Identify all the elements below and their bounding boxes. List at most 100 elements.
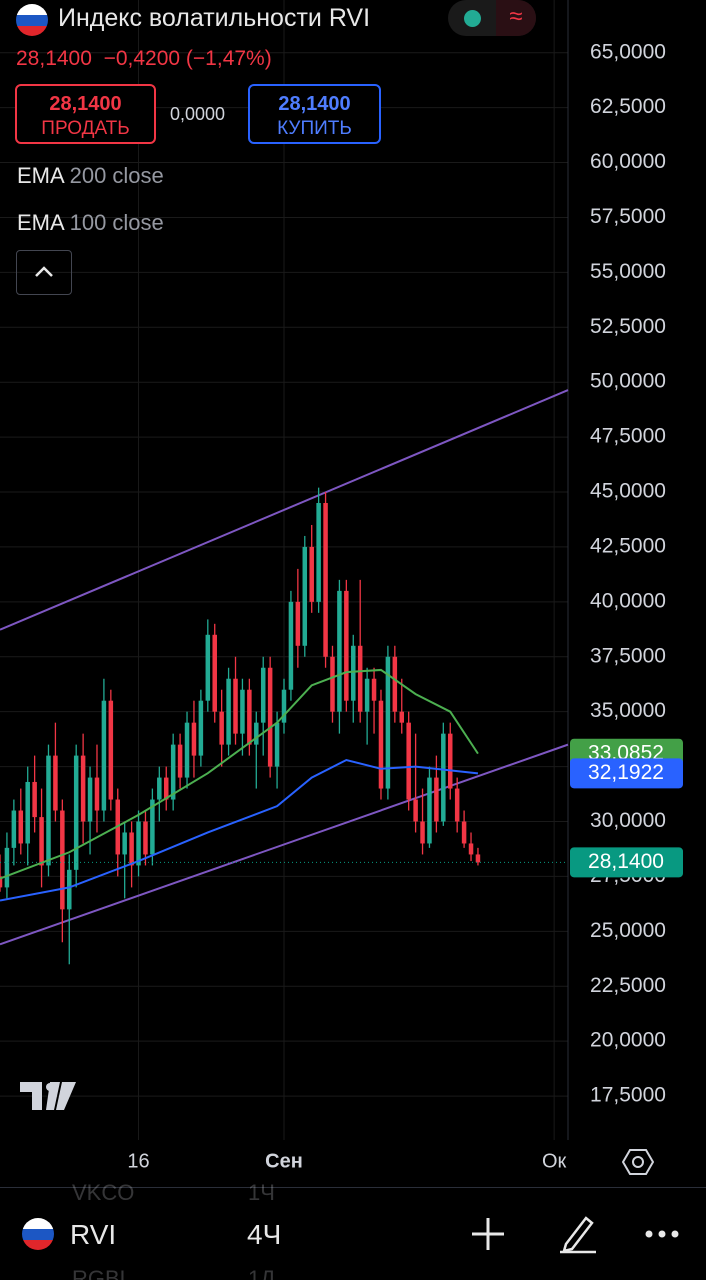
background-interval: 1Д — [248, 1266, 276, 1280]
candle-body — [254, 722, 259, 745]
status-toggle[interactable]: ≈ — [448, 0, 536, 36]
sell-button[interactable]: 28,1400 ПРОДАТЬ — [15, 84, 156, 144]
candle-body — [267, 667, 273, 767]
draw-icon[interactable] — [558, 1212, 598, 1256]
candle-body — [73, 755, 79, 870]
chevron-icon — [35, 266, 53, 277]
candle-body — [274, 722, 280, 767]
buy-label: КУПИТЬ — [277, 118, 352, 139]
background-interval: 1Ч — [248, 1180, 275, 1205]
candle-body — [108, 700, 114, 800]
candle-body — [60, 810, 65, 910]
settings-icon[interactable] — [622, 1147, 654, 1177]
flag — [16, 4, 48, 36]
tv-logo — [20, 1082, 76, 1110]
candle-body — [25, 781, 30, 844]
y-tick-label: 22,5000 — [590, 974, 666, 997]
candle-body — [461, 821, 467, 844]
chart: 17,500020,000022,500025,000027,500030,00… — [0, 0, 683, 1172]
candle-body — [413, 799, 418, 822]
candle-body — [184, 722, 190, 778]
y-tick-label: 40,0000 — [590, 589, 666, 612]
y-tick-label: 60,0000 — [590, 150, 666, 173]
y-tick-label: 25,0000 — [590, 919, 666, 942]
candle-body — [150, 799, 155, 855]
y-tick-label: 65,0000 — [590, 40, 666, 63]
candle-body — [468, 843, 474, 855]
toolbar-interval[interactable]: 4Ч — [247, 1219, 282, 1250]
candle-body — [18, 810, 24, 844]
candle-body — [11, 810, 17, 848]
candle-body — [447, 733, 453, 789]
candle-body — [205, 634, 211, 701]
y-tick-label: 17,5000 — [590, 1084, 666, 1107]
candle-body — [323, 503, 328, 657]
indicator-params: 100 close — [69, 210, 164, 235]
candle-body — [4, 847, 10, 888]
sell-price: 28,1400 — [49, 93, 122, 115]
candle-body — [371, 678, 377, 701]
add-icon[interactable] — [470, 1216, 506, 1252]
background-symbol: RGBL — [72, 1266, 132, 1280]
buy-price: 28,1400 — [278, 93, 351, 115]
y-tick-label: 55,0000 — [590, 260, 666, 283]
price-badge-label: 28,1400 — [588, 850, 664, 873]
candle-body — [475, 854, 481, 863]
buy-button[interactable]: 28,1400 КУПИТЬ — [248, 84, 381, 144]
candle-body — [80, 755, 86, 822]
candle-body — [330, 656, 335, 712]
spread: 0,0000 — [170, 104, 226, 124]
candle-body — [247, 689, 252, 745]
y-tick-label: 57,5000 — [590, 205, 666, 228]
candle-body — [378, 700, 384, 789]
more-icon[interactable] — [644, 1228, 684, 1240]
candle-body — [281, 689, 287, 723]
candle-body — [87, 777, 93, 822]
y-tick-label: 35,0000 — [590, 699, 666, 722]
candle-body — [191, 722, 197, 756]
indicator[interactable]: EMA 200 close — [17, 163, 164, 189]
candle-body — [198, 700, 204, 756]
candle-body — [177, 744, 183, 778]
y-tick-label: 45,0000 — [590, 480, 666, 503]
candle-body — [143, 821, 148, 855]
x-tick-label: Ок — [542, 1150, 567, 1172]
candle-body — [385, 656, 391, 789]
toolbar-symbol[interactable]: RVI — [70, 1219, 117, 1250]
candle-body — [46, 755, 51, 866]
candle-body — [219, 711, 224, 745]
indicator[interactable]: EMA 100 close — [17, 210, 164, 236]
candle-body — [122, 832, 127, 855]
candle-body — [260, 667, 266, 723]
price-badge — [570, 758, 683, 789]
ema-line — [0, 758, 479, 902]
price-line: 28,1400 −0,4200 (−1,47%) — [16, 47, 272, 71]
candle-body — [399, 711, 405, 723]
candle-body — [427, 777, 432, 844]
y-tick-label: 37,5000 — [590, 644, 666, 667]
candle-body — [226, 678, 231, 745]
candle-body — [364, 678, 370, 712]
candle-body — [67, 869, 72, 910]
x-tick-label: 16 — [127, 1150, 149, 1172]
candle-body — [309, 546, 314, 602]
symbol-title[interactable]: Индекс волатильности RVI — [58, 4, 371, 32]
candle-body — [337, 590, 342, 712]
candle-body — [94, 777, 100, 811]
price-badge-label: 32,1922 — [588, 761, 664, 784]
candle-body — [157, 777, 162, 800]
candle-body — [406, 722, 411, 800]
y-tick-label: 42,5000 — [590, 534, 666, 557]
candle-body — [0, 876, 3, 888]
trend-line — [0, 743, 569, 946]
y-tick-label: 50,0000 — [590, 370, 666, 393]
candle-body — [434, 777, 439, 822]
candle-body — [302, 546, 308, 646]
price-badge — [570, 847, 683, 878]
candle-body — [420, 821, 425, 844]
collapse-button[interactable] — [16, 250, 72, 295]
price-change: −0,4200 (−1,47%) — [103, 47, 272, 70]
candle-body — [53, 755, 58, 811]
candle-body — [392, 656, 398, 712]
